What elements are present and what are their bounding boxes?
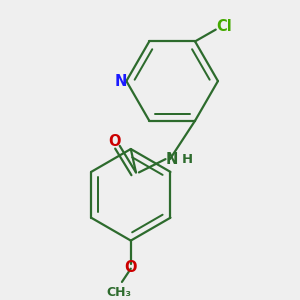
Text: Cl: Cl [217, 19, 232, 34]
Text: H: H [182, 153, 193, 166]
Text: N: N [165, 152, 178, 166]
Text: O: O [108, 134, 121, 149]
Text: O: O [124, 260, 137, 275]
Text: CH₃: CH₃ [106, 286, 131, 299]
Text: N: N [115, 74, 127, 88]
